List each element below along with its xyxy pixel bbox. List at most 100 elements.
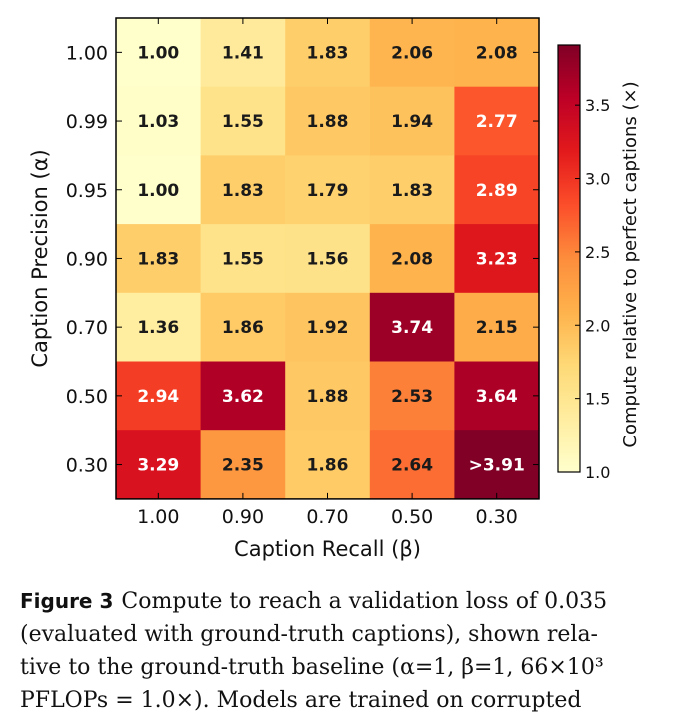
cell-value-label: 3.23: [476, 249, 518, 269]
heatmap-cell: [285, 292, 371, 363]
heatmap-cell: [200, 430, 286, 500]
cell-value-label: 1.88: [307, 112, 349, 132]
figure-caption: Figure 3 Compute to reach a validation lo…: [20, 585, 660, 717]
cell-value-label: 1.83: [137, 249, 179, 269]
x-axis-title: Caption Recall (β): [234, 537, 421, 561]
caption-line-3: tive to the ground-truth baseline (α=1, …: [20, 655, 604, 680]
cell-value-label: 3.29: [137, 456, 179, 476]
colorbar-title: Compute relative to perfect captions (×): [620, 81, 641, 447]
heatmap-cells: [116, 18, 540, 500]
heatmap-cell: [116, 18, 202, 88]
heatmap-cell: [200, 292, 286, 363]
y-axis-ticks: 1.00 0.99 0.95 0.90 0.70 0.50 0.30: [66, 42, 539, 477]
heatmap-cell: [285, 86, 371, 156]
cell-value-label: 3.74: [391, 318, 433, 338]
heatmap-cell: [116, 224, 202, 294]
heatmap-cell: [116, 86, 202, 156]
heatmap-cell: [285, 361, 371, 431]
heatmap-cell: [116, 155, 202, 225]
heatmap-cell-labels: 1.00 1.41 1.83 2.06 2.08 1.03 1.55 1.88 1.94 2.77…: [137, 43, 524, 475]
heatmap-cell: [454, 18, 540, 88]
cell-value-label: 1.56: [307, 249, 349, 269]
cell-value-label: 1.92: [307, 318, 349, 338]
heatmap-cell: [116, 361, 202, 431]
cell-value-label: 2.15: [476, 318, 518, 338]
cell-value-label: 2.89: [476, 181, 518, 201]
cell-value-label: 1.55: [222, 249, 264, 269]
heatmap-cell: [369, 224, 455, 294]
colorbar-tick-label: 2.5: [585, 243, 610, 262]
cell-value-label: 1.79: [307, 181, 349, 201]
cell-value-label: 2.64: [391, 456, 433, 476]
y-tick-label: 1.00: [66, 42, 108, 64]
cell-value-label: 1.00: [137, 181, 179, 201]
y-tick-label: 0.30: [66, 455, 108, 477]
heatmap-cell: [454, 292, 540, 363]
heatmap-cell: [369, 86, 455, 156]
x-tick-label: 0.90: [222, 506, 264, 528]
heatmap-cell: [200, 224, 286, 294]
y-tick-label: 0.90: [66, 248, 108, 270]
x-tick-label: 0.70: [306, 506, 348, 528]
x-axis-ticks: 1.00 0.90 0.70 0.50 0.30: [137, 18, 518, 528]
caption-line-2: (evaluated with ground-truth captions), …: [20, 622, 598, 647]
cell-value-label: 1.36: [137, 318, 179, 338]
colorbar-tick-label: 1.5: [585, 390, 610, 409]
caption-line-4: PFLOPs = 1.0×). Models are trained on co…: [20, 688, 582, 713]
heatmap-cell: [116, 292, 202, 363]
caption-line-1: Figure 3 Compute to reach a validation lo…: [20, 585, 660, 618]
y-tick-label: 0.70: [66, 317, 108, 339]
colorbar: [557, 44, 581, 473]
heatmap-cell: [369, 292, 455, 363]
cell-value-label: 1.83: [391, 181, 433, 201]
heatmap-cell: [285, 430, 371, 500]
colorbar-tick-label: 3.5: [585, 96, 610, 115]
heatmap-cell: [369, 361, 455, 431]
colorbar-ticks: 1.0 1.5 2.0 2.5 3.0 3.5: [575, 96, 610, 482]
y-tick-label: 0.95: [66, 180, 108, 202]
heatmap-chart: 1.00 1.41 1.83 2.06 2.08 1.03 1.55 1.88 1.94 2.77…: [28, 17, 641, 561]
cell-value-label: 2.35: [222, 456, 264, 476]
cell-value-label: 2.77: [476, 112, 518, 132]
heatmap-cell: [116, 430, 202, 500]
heatmap-cell: [369, 155, 455, 225]
heatmap-cell: [285, 155, 371, 225]
cell-value-label: 1.55: [222, 112, 264, 132]
heatmap-cell: [200, 155, 286, 225]
cell-value-label: 1.94: [391, 112, 433, 132]
heatmap-cell: [369, 18, 455, 88]
heatmap-cell: [200, 18, 286, 88]
cell-value-label: 1.83: [307, 43, 349, 63]
x-tick-label: 0.50: [391, 506, 433, 528]
cell-value-label: 1.41: [222, 43, 264, 63]
colorbar-tick-label: 1.0: [585, 463, 610, 482]
x-tick-label: 1.00: [137, 506, 179, 528]
cell-value-label: 1.03: [137, 112, 179, 132]
x-tick-label: 0.30: [476, 506, 518, 528]
heatmap-cell: [285, 224, 371, 294]
cell-value-label: 1.86: [222, 318, 264, 338]
cell-value-label: 1.86: [307, 456, 349, 476]
colorbar-tick-label: 2.0: [585, 316, 610, 335]
figure-label: Figure 3: [20, 589, 114, 613]
cell-value-label: 2.06: [391, 43, 433, 63]
cell-value-label: 1.83: [222, 181, 264, 201]
cell-value-label: 2.08: [476, 43, 518, 63]
cell-value-label: 3.64: [476, 387, 518, 407]
heatmap-cell: [369, 430, 455, 500]
heatmap-cell: [454, 86, 540, 156]
heatmap-cell: [454, 430, 540, 500]
caption-text-1: Compute to reach a validation loss of 0.…: [121, 589, 608, 614]
cell-value-label: 1.88: [307, 387, 349, 407]
heatmap-cell: [200, 86, 286, 156]
y-tick-label: 0.99: [66, 111, 108, 133]
colorbar-tick-label: 3.0: [585, 170, 610, 189]
cell-value-label: >3.91: [469, 456, 525, 476]
cell-value-label: 2.94: [137, 387, 179, 407]
cell-value-label: 1.00: [137, 43, 179, 63]
heatmap-cell: [454, 224, 540, 294]
y-axis-title: Caption Precision (α): [28, 149, 52, 367]
heatmap-cell: [454, 361, 540, 431]
y-tick-label: 0.50: [66, 386, 108, 408]
cell-value-label: 3.62: [222, 387, 264, 407]
